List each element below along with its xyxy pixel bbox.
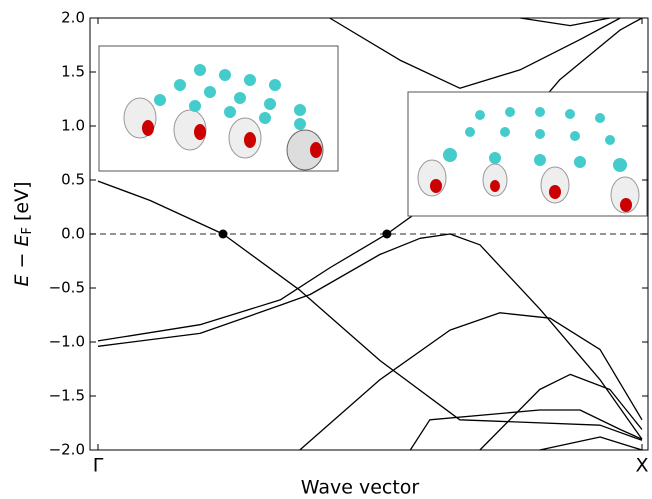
y-tick-label: −1.5	[49, 387, 85, 405]
y-tick-label: 0.0	[61, 225, 85, 243]
inset-left-molecule	[123, 64, 324, 171]
band-line	[409, 409, 643, 451]
y-tick-label: 1.0	[61, 117, 85, 135]
x-tick-label: X	[636, 455, 649, 477]
y-axis-label-sub: F	[20, 227, 35, 234]
y-tick-label: −0.5	[49, 279, 85, 297]
y-axis-label-unit: [eV]	[11, 181, 33, 221]
y-axis-label-main: E − E	[11, 234, 33, 286]
plot-area	[90, 17, 648, 451]
y-tick-label: 0.5	[61, 171, 85, 189]
y-tick-label: 2.0	[61, 9, 85, 27]
y-axis-label: E − EF [eV]	[11, 181, 35, 286]
band-line	[97, 180, 643, 441]
band-line	[299, 312, 643, 451]
x-tick-label: Γ	[93, 455, 104, 477]
band-line	[329, 17, 621, 89]
insets	[98, 45, 648, 217]
band-line	[539, 436, 643, 451]
y-tick-label: −1.0	[49, 333, 85, 351]
crossing-point	[218, 229, 228, 239]
y-tick-label: −2.0	[49, 441, 85, 459]
band-line	[479, 373, 643, 451]
y-tick-label: 1.5	[61, 63, 85, 81]
crossing-point	[382, 229, 392, 239]
band-line	[520, 17, 611, 27]
inset-right-molecule	[417, 107, 640, 214]
band-line	[97, 17, 643, 342]
band-line	[97, 233, 643, 440]
x-axis-label: Wave vector	[301, 477, 420, 499]
